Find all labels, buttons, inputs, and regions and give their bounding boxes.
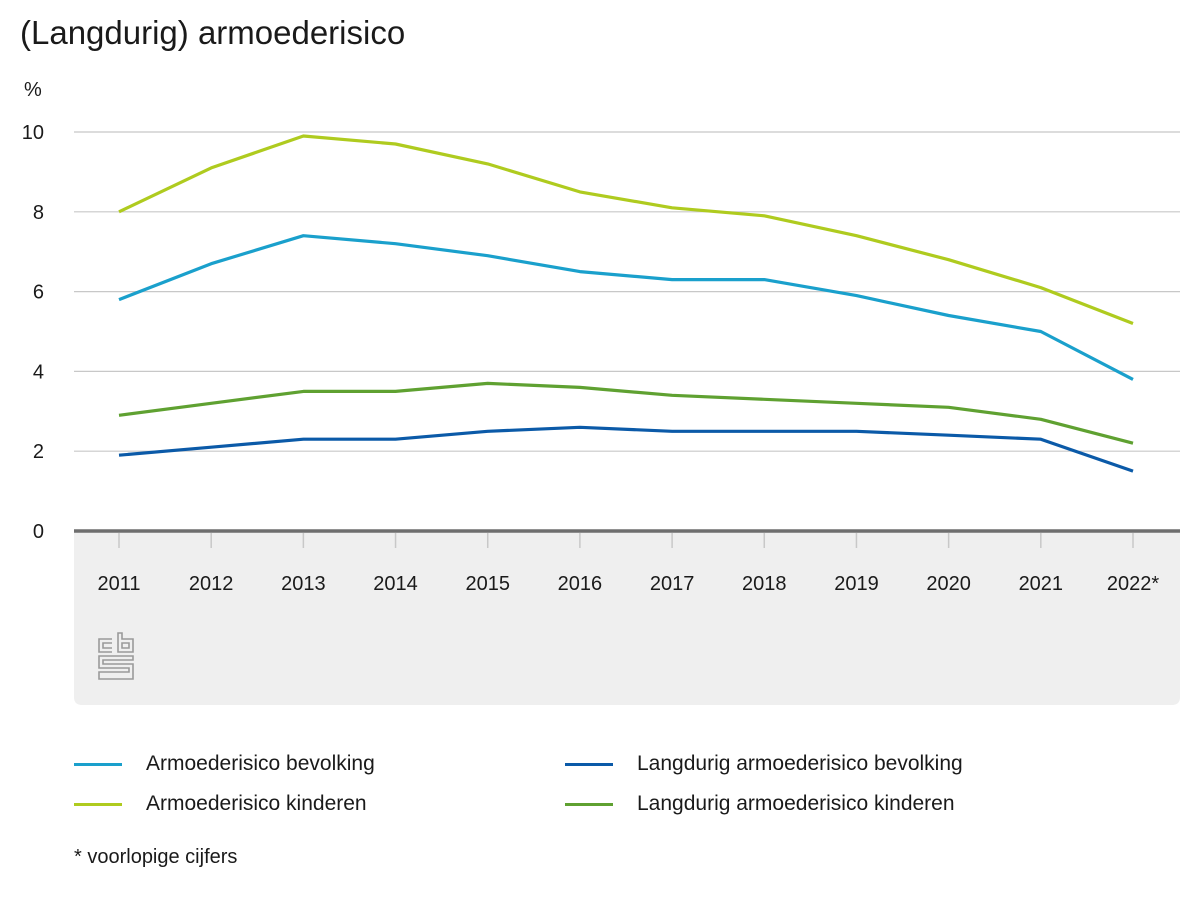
gridlines: [74, 131, 1180, 533]
x-tick-label: 2019: [834, 573, 879, 595]
y-axis: % 0 2 4 6 8 10: [22, 79, 44, 543]
legend-item[interactable]: Langdurig armoederisico kinderen: [565, 792, 955, 816]
x-tick-label: 2018: [742, 573, 787, 595]
legend-label: Armoederisico bevolking: [146, 752, 375, 775]
y-tick-label: 4: [33, 361, 44, 383]
footnote: * voorlopige cijfers: [74, 846, 238, 868]
x-tick-label: 2012: [189, 573, 234, 595]
y-tick-label: 10: [22, 122, 44, 144]
x-tick-label: 2016: [558, 573, 603, 595]
x-tick-label: 2014: [373, 573, 418, 595]
series-lines: [118, 134, 1134, 473]
y-tick-label: 6: [33, 282, 44, 304]
y-tick-label: 2: [33, 441, 44, 463]
x-axis-band: [74, 531, 1180, 705]
x-tick-label: 2022*: [1107, 573, 1159, 595]
legend-swatch: [74, 802, 122, 806]
x-tick-label: 2021: [1019, 573, 1064, 595]
legend-swatch: [565, 802, 613, 806]
x-tick-label: 2020: [926, 573, 971, 595]
legend-item[interactable]: Langdurig armoederisico bevolking: [565, 752, 963, 776]
x-tick-label: 2017: [650, 573, 695, 595]
legend-swatch: [74, 762, 122, 766]
y-tick-label: 8: [33, 202, 44, 224]
legend-label: Armoederisico kinderen: [146, 792, 367, 815]
series-line-langdurig-armoederisico-bevolking: [118, 425, 1134, 473]
legend-swatch: [565, 762, 613, 766]
cbs-logo-glyph: [98, 632, 134, 680]
series-line-armoederisico-kinderen: [118, 134, 1134, 325]
legend-item[interactable]: Armoederisico bevolking: [74, 752, 375, 776]
x-axis: 2011 2012 2013 2014 2015 2016 2017 2018 2019 2020…: [97, 533, 1159, 595]
x-tick-label: 2015: [465, 573, 510, 595]
legend-label: Langdurig armoederisico bevolking: [637, 752, 963, 775]
x-tick-label: 2011: [97, 573, 140, 595]
y-tick-label: 0: [33, 521, 44, 543]
chart-title: (Langdurig) armoederisico: [20, 14, 406, 51]
legend-item[interactable]: Armoederisico kinderen: [74, 792, 367, 816]
series-line-langdurig-armoederisico-kinderen: [118, 381, 1134, 445]
cbs-logo-icon: [98, 632, 134, 680]
x-tick-label: 2013: [281, 573, 326, 595]
y-axis-label: %: [24, 79, 42, 101]
axis-band-bg: [74, 531, 1180, 705]
series-line-armoederisico-bevolking: [118, 234, 1134, 381]
legend-label: Langdurig armoederisico kinderen: [637, 792, 955, 815]
